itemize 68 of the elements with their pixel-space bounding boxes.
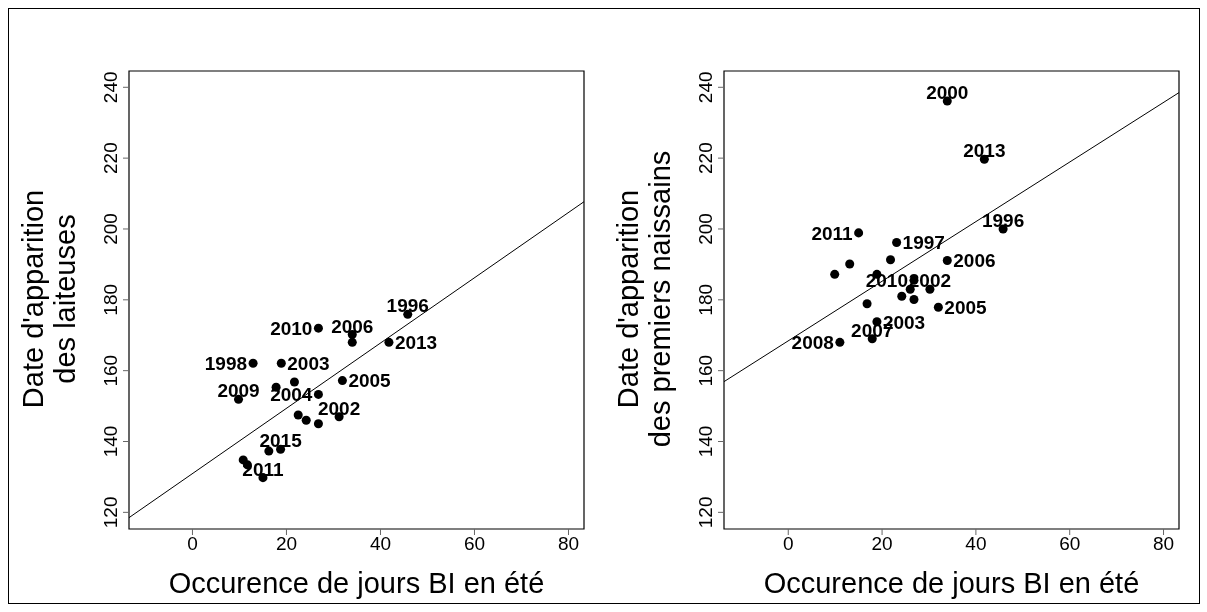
annotation: 2008 [791, 332, 834, 354]
point [897, 291, 907, 301]
annotation: 2006 [953, 250, 996, 272]
annotation: 2000 [926, 82, 969, 104]
y-tick-label: 120 [695, 496, 716, 529]
x-axis-title: Occurence de jours BI en été [168, 567, 545, 599]
annotation: 2015 [259, 430, 303, 452]
annotation: 2013 [963, 140, 1006, 162]
point [862, 299, 872, 309]
x-tick-label: 0 [187, 533, 198, 555]
point [293, 410, 303, 420]
point [264, 446, 274, 456]
y-tick-label: 220 [100, 142, 121, 174]
point [845, 259, 855, 269]
y-tick-label: 240 [695, 71, 716, 104]
y-axis-title: Date d'apparition des premiers naissains [612, 150, 676, 448]
x-tick-label: 60 [1059, 533, 1081, 555]
point [830, 269, 840, 279]
x-tick-label: 40 [369, 533, 392, 555]
annotation: 1997 [902, 232, 945, 254]
point [337, 376, 347, 386]
x-axis-title: Occurence de jours BI en été [763, 567, 1140, 599]
annotation: 2010 [270, 317, 313, 339]
y-tick-label: 180 [100, 283, 121, 316]
x-tick-label: 60 [463, 533, 486, 555]
annotation: 2006 [331, 315, 374, 337]
point [909, 294, 919, 304]
annotation: 2003 [287, 352, 330, 374]
point [854, 228, 864, 238]
point [835, 337, 845, 347]
y-tick-label: 200 [100, 213, 121, 245]
annotation: 2005 [944, 297, 988, 319]
annotation: 1996 [386, 295, 429, 317]
point [248, 358, 258, 368]
y-tick-label: 140 [100, 425, 121, 458]
y-axis-title: Date d'apparition des laiteuses [17, 189, 81, 409]
x-tick-label: 80 [1152, 533, 1175, 555]
point [933, 302, 943, 312]
point [886, 255, 896, 265]
annotation: 2013 [394, 332, 438, 354]
point [313, 389, 323, 399]
point [942, 256, 952, 266]
point [313, 323, 323, 333]
point [276, 358, 286, 368]
x-tick-label: 80 [557, 533, 580, 555]
y-tick-label: 200 [695, 213, 716, 245]
annotation: 2005 [348, 370, 392, 392]
y-tick-label: 220 [695, 142, 716, 174]
y-tick-label: 160 [695, 354, 716, 387]
annotation: 2009 [217, 380, 260, 402]
point [313, 419, 323, 429]
x-tick-label: 0 [782, 533, 794, 555]
point [301, 415, 311, 425]
annotation: 1998 [204, 352, 248, 374]
x-tick-label: 40 [965, 533, 987, 555]
x-tick-label: 20 [275, 533, 298, 555]
y-tick-label: 180 [695, 283, 716, 316]
point [384, 337, 394, 347]
y-tick-label: 160 [100, 354, 121, 387]
point [347, 337, 357, 347]
y-tick-label: 240 [100, 71, 121, 104]
point [892, 237, 902, 247]
y-tick-label: 120 [100, 496, 121, 529]
annotation: 1996 [981, 209, 1025, 231]
annotation: 2011 [811, 222, 854, 244]
y-tick-label: 140 [695, 425, 716, 458]
annotation: 2002 [317, 397, 361, 419]
x-tick-label: 20 [871, 533, 893, 555]
